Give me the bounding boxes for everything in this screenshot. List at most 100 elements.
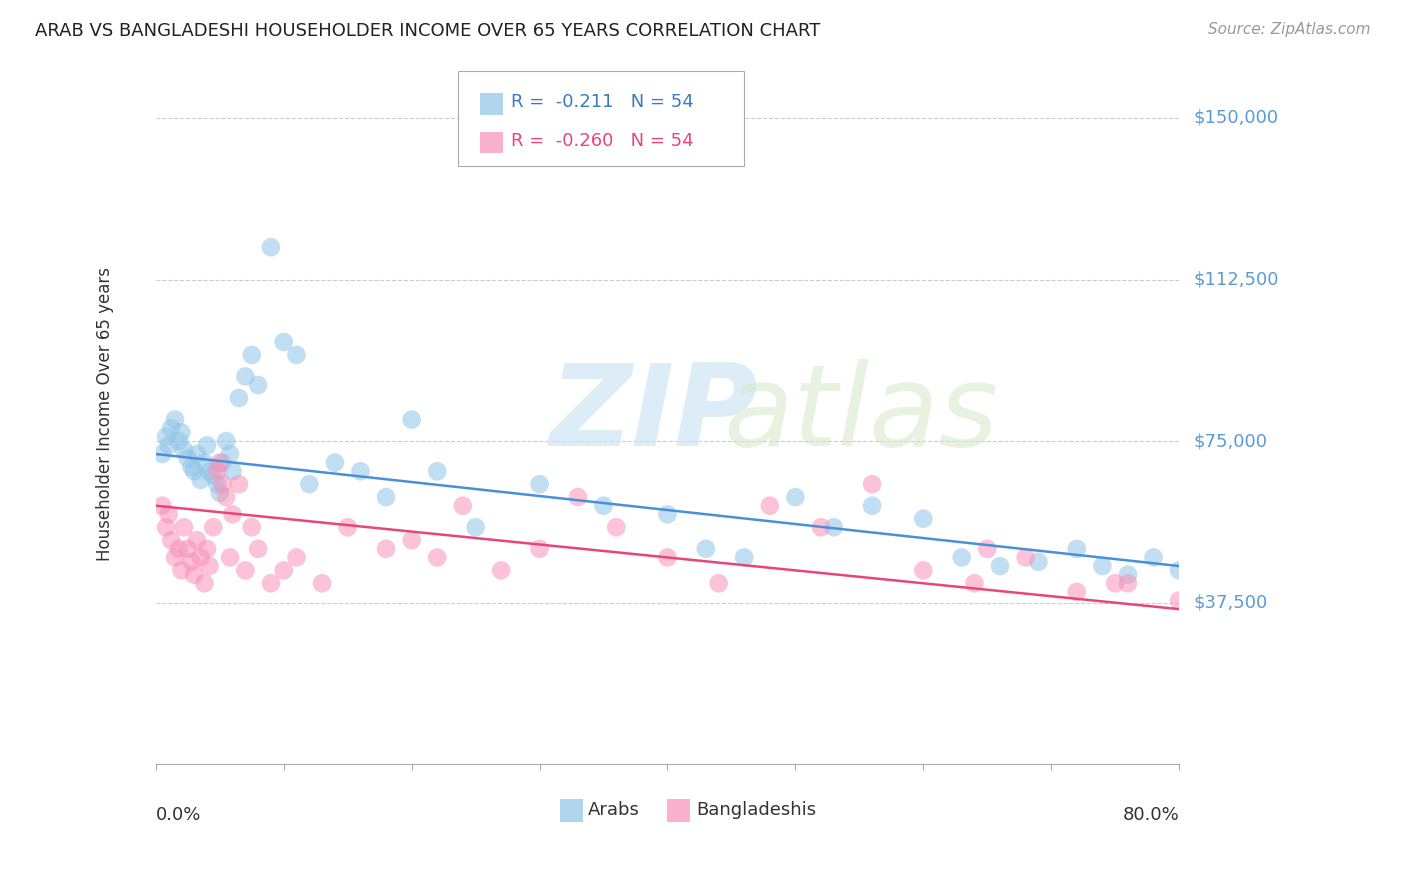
Point	[228, 391, 250, 405]
Point	[183, 464, 205, 478]
Point	[160, 421, 183, 435]
Point	[567, 490, 589, 504]
Text: 80.0%: 80.0%	[1122, 806, 1180, 824]
Point	[247, 541, 270, 556]
FancyBboxPatch shape	[481, 94, 503, 115]
Point	[186, 533, 208, 548]
Point	[273, 334, 295, 349]
Point	[1116, 567, 1139, 582]
Point	[1194, 637, 1216, 651]
Point	[163, 412, 186, 426]
FancyBboxPatch shape	[481, 132, 503, 153]
Text: R =  -0.211   N = 54: R = -0.211 N = 54	[510, 94, 693, 112]
Point	[950, 550, 973, 565]
Point	[451, 499, 474, 513]
Point	[240, 520, 263, 534]
Point	[260, 576, 283, 591]
Point	[1116, 576, 1139, 591]
Point	[221, 508, 243, 522]
Point	[202, 468, 225, 483]
Text: 0.0%: 0.0%	[156, 806, 201, 824]
Point	[155, 430, 177, 444]
Text: $37,500: $37,500	[1194, 594, 1267, 612]
Point	[186, 447, 208, 461]
Point	[183, 567, 205, 582]
Point	[157, 438, 180, 452]
Point	[240, 348, 263, 362]
Point	[349, 464, 371, 478]
Point	[155, 520, 177, 534]
Point	[193, 576, 215, 591]
Point	[1014, 550, 1036, 565]
Point	[173, 520, 195, 534]
Point	[228, 477, 250, 491]
Point	[260, 240, 283, 254]
Text: Householder Income Over 65 years: Householder Income Over 65 years	[96, 268, 114, 561]
Point	[208, 456, 231, 470]
Point	[298, 477, 321, 491]
Text: $112,500: $112,500	[1194, 270, 1278, 288]
Point	[215, 434, 238, 449]
Point	[180, 459, 202, 474]
Point	[219, 550, 242, 565]
Point	[1168, 563, 1191, 577]
Point	[912, 563, 935, 577]
Point	[285, 348, 308, 362]
Point	[605, 520, 627, 534]
Point	[157, 508, 180, 522]
Point	[285, 550, 308, 565]
Point	[336, 520, 359, 534]
Point	[211, 456, 233, 470]
Point	[198, 559, 221, 574]
Point	[464, 520, 486, 534]
Point	[235, 369, 257, 384]
FancyBboxPatch shape	[458, 71, 744, 166]
Point	[311, 576, 333, 591]
Point	[198, 464, 221, 478]
Point	[170, 425, 193, 440]
Text: $75,000: $75,000	[1194, 432, 1267, 450]
Point	[160, 533, 183, 548]
Point	[215, 490, 238, 504]
Point	[1168, 593, 1191, 607]
Point	[733, 550, 755, 565]
Text: Arabs: Arabs	[588, 801, 640, 819]
Point	[1142, 550, 1164, 565]
Point	[219, 447, 242, 461]
Point	[592, 499, 614, 513]
Point	[401, 533, 423, 548]
Point	[375, 541, 398, 556]
FancyBboxPatch shape	[668, 799, 690, 822]
Text: ARAB VS BANGLADESHI HOUSEHOLDER INCOME OVER 65 YEARS CORRELATION CHART: ARAB VS BANGLADESHI HOUSEHOLDER INCOME O…	[35, 22, 821, 40]
Point	[273, 563, 295, 577]
Point	[190, 550, 212, 565]
Point	[529, 541, 551, 556]
Point	[823, 520, 845, 534]
Point	[657, 550, 679, 565]
Text: R =  -0.260   N = 54: R = -0.260 N = 54	[510, 132, 693, 150]
Point	[208, 485, 231, 500]
Point	[912, 511, 935, 525]
Point	[426, 464, 449, 478]
Point	[375, 490, 398, 504]
Point	[170, 563, 193, 577]
Point	[785, 490, 807, 504]
Point	[167, 541, 190, 556]
Point	[205, 464, 228, 478]
Point	[163, 550, 186, 565]
Text: ZIP: ZIP	[550, 359, 758, 470]
Point	[860, 477, 883, 491]
Point	[657, 508, 679, 522]
Point	[976, 541, 998, 556]
Point	[810, 520, 832, 534]
Point	[180, 555, 202, 569]
Point	[759, 499, 782, 513]
Point	[323, 456, 346, 470]
Point	[193, 456, 215, 470]
Point	[167, 434, 190, 449]
Point	[963, 576, 986, 591]
Point	[195, 541, 218, 556]
Point	[426, 550, 449, 565]
Point	[1104, 576, 1126, 591]
Point	[221, 464, 243, 478]
